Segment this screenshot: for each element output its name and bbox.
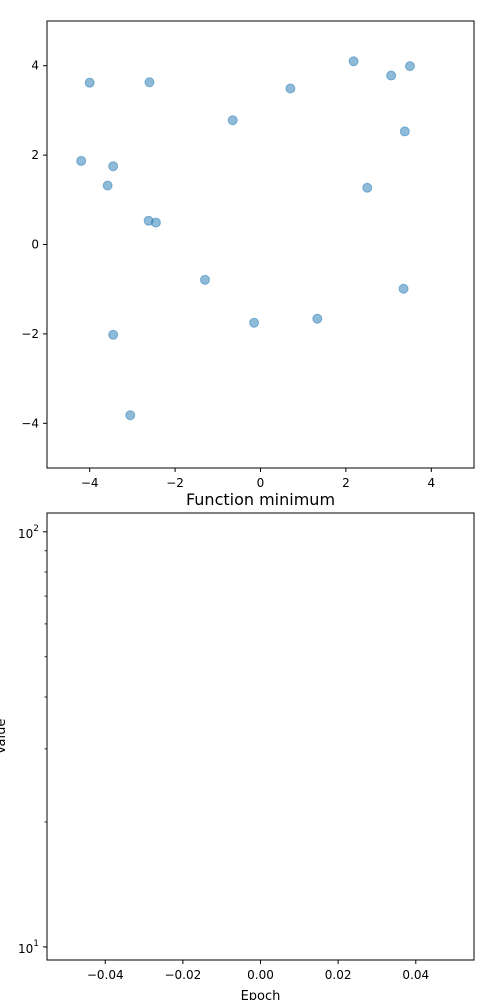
x-tick-label: 0.00 (247, 968, 274, 982)
scatter-x-axis: −4 −2 0 2 4 (81, 468, 435, 490)
x-tick-label: −2 (166, 476, 184, 490)
x-tick-label: −0.02 (164, 968, 201, 982)
x-tick-label: 4 (427, 476, 435, 490)
x-axis-label: Epoch (241, 989, 281, 1000)
scatter-point (108, 161, 119, 172)
scatter-point (144, 77, 155, 88)
line-y-axis: 101 102 (18, 524, 47, 956)
line-x-axis: −0.04 −0.02 0.00 0.02 0.04 (87, 960, 429, 982)
x-tick-label: −0.04 (87, 968, 124, 982)
scatter-point (386, 70, 397, 81)
x-tick-label: 0 (257, 476, 265, 490)
scatter-point (76, 155, 87, 166)
x-tick-label: 0.04 (402, 968, 429, 982)
scatter-point (312, 313, 323, 324)
scatter-point (199, 274, 210, 285)
scatter-point (404, 61, 415, 72)
scatter-point (362, 182, 373, 193)
y-tick-label: −2 (21, 327, 39, 341)
scatter-point (398, 283, 409, 294)
scatter-point (102, 180, 113, 191)
x-tick-label: 2 (342, 476, 350, 490)
function-minimum-plot: Function minimum −0.04 −0.02 0.00 0.02 0.04 … (0, 490, 475, 1000)
scatter-point (285, 83, 296, 94)
scatter-point (125, 410, 136, 421)
y-axis-label: Value (0, 719, 9, 755)
y-tick-label: 0 (31, 238, 39, 252)
scatter-point (108, 329, 119, 340)
scatter-point (249, 317, 260, 328)
x-tick-label: 0.02 (325, 968, 352, 982)
y-tick-label: 101 (18, 939, 39, 956)
scatter-point (348, 56, 359, 67)
scatter-y-axis: −4 −2 0 2 4 (21, 59, 47, 430)
scatter-point (150, 217, 161, 228)
scatter-point (227, 115, 238, 126)
scatter-point (399, 126, 410, 137)
y-tick-label: −4 (21, 416, 39, 430)
y-tick-label: 102 (18, 524, 39, 541)
scatter-points (76, 56, 415, 421)
scatter-plot: −4 −2 0 2 4 −4 −2 0 2 4 (21, 20, 475, 490)
chart-title: Function minimum (186, 490, 335, 509)
y-tick-label: 2 (31, 148, 39, 162)
x-tick-label: −4 (81, 476, 99, 490)
y-tick-label: 4 (31, 59, 39, 73)
scatter-point (84, 77, 95, 88)
